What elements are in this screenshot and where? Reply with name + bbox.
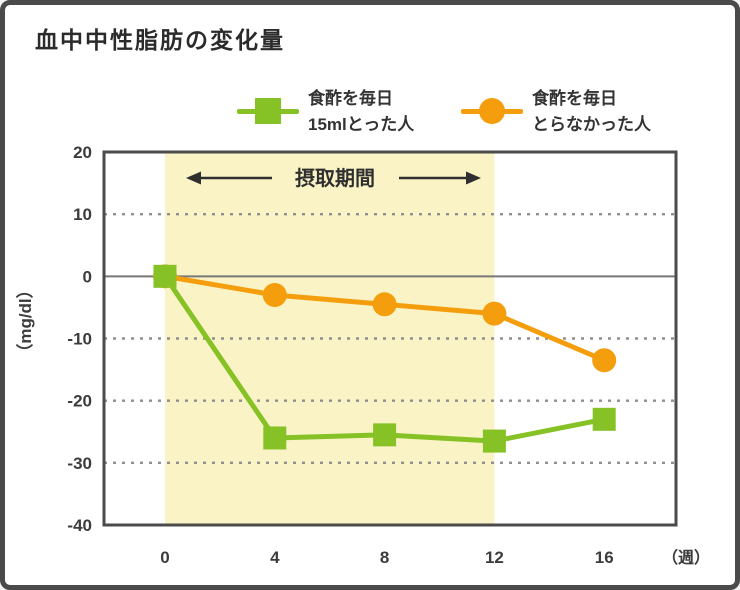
- data-point-circle: [372, 292, 397, 317]
- legend-square: [255, 98, 281, 124]
- legend-marker-square-icon: [237, 84, 299, 138]
- data-point-square: [592, 407, 616, 431]
- data-point-square: [153, 264, 177, 288]
- x-tick-label: 12: [485, 548, 504, 567]
- legend-label-line1: 食酢を毎日: [532, 89, 617, 108]
- legend-circle: [479, 98, 505, 124]
- page-title: 血中中性脂肪の変化量: [35, 27, 285, 53]
- legend-item-no-vinegar: 食酢を毎日 とらなかった人: [461, 84, 651, 138]
- intake-period-label: 摂取期間: [295, 166, 375, 190]
- y-tick-label: -20: [67, 392, 92, 411]
- plot-border: [102, 150, 678, 527]
- legend-label-line1: 食酢を毎日: [308, 89, 393, 108]
- x-tick-label: 8: [380, 548, 389, 567]
- data-point-square: [263, 426, 287, 450]
- data-point-square: [373, 423, 397, 447]
- x-tick-label: 0: [160, 548, 169, 567]
- x-tick-label: 4: [270, 548, 280, 567]
- y-axis-title: （mg/dl）: [15, 281, 35, 360]
- x-axis-unit-label: （週）: [662, 549, 710, 567]
- legend-label: 食酢を毎日 とらなかった人: [532, 84, 651, 138]
- arrow-left-head-icon: [186, 171, 201, 185]
- y-tick-label: -10: [67, 330, 92, 349]
- chart-canvas: 摂取期間 0 4 8 12 16 （週） 20 10 0 -10 -20 -30 -40 （mg/dl）: [15, 143, 710, 567]
- data-point-circle: [592, 348, 617, 373]
- data-point-square: [482, 429, 506, 453]
- legend-item-vinegar-daily: 食酢を毎日 15mlとった人: [237, 84, 414, 138]
- data-point-circle: [262, 282, 287, 307]
- arrow-right-head-icon: [466, 171, 481, 185]
- legend-marker-circle-icon: [461, 84, 523, 138]
- y-tick-label: -30: [67, 454, 92, 473]
- x-tick-label: 16: [595, 548, 614, 567]
- legend-label-line2: とらなかった人: [532, 115, 651, 134]
- y-tick-label: 10: [73, 205, 92, 224]
- legend-label-line2: 15mlとった人: [308, 115, 415, 134]
- y-tick-label: 20: [73, 143, 92, 162]
- data-point-circle: [482, 301, 507, 326]
- legend-label: 食酢を毎日 15mlとった人: [308, 84, 414, 138]
- y-tick-label: 0: [83, 267, 92, 286]
- y-tick-label: -40: [67, 516, 92, 535]
